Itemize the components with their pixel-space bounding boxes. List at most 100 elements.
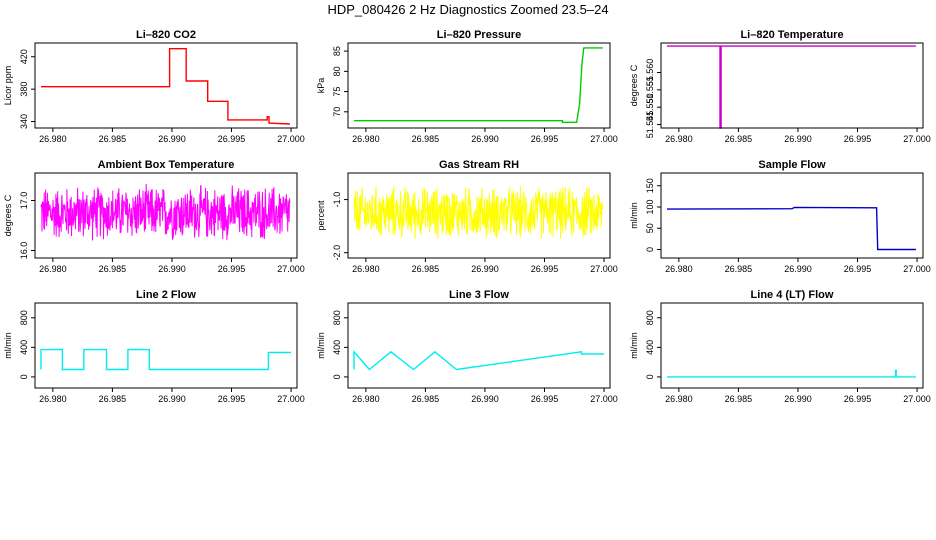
sample-flow-xtick-label: 26.980 bbox=[665, 264, 693, 274]
li820-temperature-ylabel: degrees C bbox=[629, 64, 639, 106]
ambient-box-temperature-title: Ambient Box Temperature bbox=[98, 159, 235, 171]
li820-temperature-xtick-label: 26.995 bbox=[844, 134, 872, 144]
li820-co2-xtick-label: 26.995 bbox=[218, 134, 246, 144]
li820-co2-plot-frame bbox=[34, 42, 298, 129]
line-3-flow-ylabel: ml/min bbox=[316, 332, 326, 359]
line-2-flow-plot-frame bbox=[34, 302, 298, 389]
gas-stream-rh-plot-frame bbox=[347, 172, 611, 259]
li820-pressure-xtick-label: 26.980 bbox=[352, 134, 380, 144]
sample-flow-xtick-label: 26.985 bbox=[725, 264, 753, 274]
gas-stream-rh-series-line bbox=[353, 185, 604, 240]
sample-flow-ytick-label: 50 bbox=[645, 223, 655, 233]
ambient-box-temperature-ylabel: degrees C bbox=[3, 194, 13, 236]
li820-pressure-xtick-label: 26.995 bbox=[531, 134, 559, 144]
li820-co2-title: Li–820 CO2 bbox=[136, 29, 196, 41]
line-3-flow-series-line bbox=[353, 349, 604, 371]
ambient-box-temperature-plot-frame bbox=[34, 172, 298, 259]
sample-flow-ylabel: ml/min bbox=[629, 202, 639, 229]
gas-stream-rh-xtick-label: 26.990 bbox=[471, 264, 499, 274]
page-title: HDP_080426 2 Hz Diagnostics Zoomed 23.5–… bbox=[327, 2, 609, 17]
li820-pressure-xtick-label: 26.985 bbox=[412, 134, 440, 144]
gas-stream-rh-xtick-label: 27.000 bbox=[590, 264, 618, 274]
li820-co2-xtick-label: 26.990 bbox=[158, 134, 186, 144]
li820-co2-series-line bbox=[41, 48, 290, 125]
li820-co2-panel: Li–820 CO2 Licor ppm 26.980 26.985 26.990 26.… bbox=[3, 29, 305, 144]
line-3-flow-xtick-label: 26.995 bbox=[531, 394, 559, 404]
ambient-box-temperature-xtick-label: 27.000 bbox=[277, 264, 305, 274]
li820-temperature-panel: Li–820 Temperature degrees C 26.980 26.985 2… bbox=[629, 29, 931, 144]
gas-stream-rh-ylabel: percent bbox=[316, 200, 326, 231]
ambient-box-temperature-xtick-label: 26.990 bbox=[158, 264, 186, 274]
line-4-lt-flow-title: Line 4 (LT) Flow bbox=[751, 289, 834, 301]
line-2-flow-xtick-label: 27.000 bbox=[277, 394, 305, 404]
li820-temperature-ytick-label: 51.545 bbox=[645, 111, 655, 139]
line-4-lt-flow-ylabel: ml/min bbox=[629, 332, 639, 359]
sample-flow-panel: Sample Flow ml/min 26.980 26.985 26.990 26.99… bbox=[629, 159, 931, 274]
line-4-lt-flow-plot-frame bbox=[660, 302, 924, 389]
gas-stream-rh-title: Gas Stream RH bbox=[439, 159, 519, 171]
gas-stream-rh-ytick-label: -2.0 bbox=[332, 245, 342, 261]
line-2-flow-xtick-label: 26.990 bbox=[158, 394, 186, 404]
sample-flow-title: Sample Flow bbox=[758, 159, 826, 171]
line-4-lt-flow-ytick-label: 400 bbox=[645, 340, 655, 355]
line-2-flow-ytick-label: 800 bbox=[19, 310, 29, 325]
line-4-lt-flow-ytick-label: 800 bbox=[645, 310, 655, 325]
line-4-lt-flow-ytick-label: 0 bbox=[645, 374, 655, 379]
line-2-flow-xtick-label: 26.985 bbox=[99, 394, 127, 404]
line-3-flow-xtick-label: 26.990 bbox=[471, 394, 499, 404]
line-3-flow-title: Line 3 Flow bbox=[449, 289, 509, 301]
li820-pressure-ytick-label: 80 bbox=[332, 66, 342, 76]
li820-pressure-xtick-label: 27.000 bbox=[590, 134, 618, 144]
ambient-box-temperature-xtick-label: 26.980 bbox=[39, 264, 67, 274]
line-4-lt-flow-series-line bbox=[667, 369, 916, 378]
li820-pressure-ylabel: kPa bbox=[316, 78, 326, 94]
li820-temperature-series-line bbox=[667, 45, 916, 129]
line-3-flow-xtick-label: 26.980 bbox=[352, 394, 380, 404]
line-3-flow-ytick-label: 800 bbox=[332, 310, 342, 325]
li820-temperature-ytick-label: 51.550 bbox=[645, 93, 655, 121]
sample-flow-series-line bbox=[666, 206, 916, 251]
li820-co2-ytick-label: 420 bbox=[19, 49, 29, 64]
ambient-box-temperature-panel: Ambient Box Temperature degrees C 26.980 26… bbox=[3, 159, 305, 274]
li820-temperature-ytick-label: 51.560 bbox=[645, 59, 655, 87]
li820-co2-ytick-label: 340 bbox=[19, 114, 29, 129]
line-3-flow-ytick-label: 400 bbox=[332, 340, 342, 355]
ambient-box-temperature-ytick-label: 16.0 bbox=[19, 242, 29, 260]
li820-co2-ylabel: Licor ppm bbox=[3, 66, 13, 106]
sample-flow-xtick-label: 26.995 bbox=[844, 264, 872, 274]
li820-pressure-plot-frame bbox=[347, 42, 611, 129]
li820-temperature-xtick-label: 26.980 bbox=[665, 134, 693, 144]
ambient-box-temperature-ytick-label: 17.0 bbox=[19, 192, 29, 210]
gas-stream-rh-xtick-label: 26.980 bbox=[352, 264, 380, 274]
sample-flow-plot-frame bbox=[660, 172, 924, 259]
sample-flow-xtick-label: 27.000 bbox=[903, 264, 931, 274]
li820-co2-xtick-label: 26.980 bbox=[39, 134, 67, 144]
line-2-flow-panel: Line 2 Flow ml/min 26.980 26.985 26.990 26.99… bbox=[3, 289, 305, 404]
sample-flow-xtick-label: 26.990 bbox=[784, 264, 812, 274]
line-2-flow-series-line bbox=[40, 348, 291, 371]
li820-pressure-ytick-label: 70 bbox=[332, 107, 342, 117]
sample-flow-ytick-label: 150 bbox=[645, 178, 655, 193]
line-4-lt-flow-xtick-label: 26.980 bbox=[665, 394, 693, 404]
li820-co2-xtick-label: 26.985 bbox=[99, 134, 127, 144]
line-3-flow-xtick-label: 27.000 bbox=[590, 394, 618, 404]
li820-temperature-xtick-label: 27.000 bbox=[903, 134, 931, 144]
gas-stream-rh-ytick-label: -1.0 bbox=[332, 192, 342, 208]
ambient-box-temperature-xtick-label: 26.995 bbox=[218, 264, 246, 274]
line-3-flow-panel: Line 3 Flow ml/min 26.980 26.985 26.990 26.99… bbox=[316, 289, 618, 404]
gas-stream-rh-panel: Gas Stream RH percent 26.980 26.985 26.990 26… bbox=[316, 159, 618, 274]
line-4-lt-flow-panel: Line 4 (LT) Flow ml/min 26.980 26.985 26.990… bbox=[629, 289, 931, 404]
line-2-flow-ytick-label: 400 bbox=[19, 340, 29, 355]
line-2-flow-xtick-label: 26.980 bbox=[39, 394, 67, 404]
line-3-flow-xtick-label: 26.985 bbox=[412, 394, 440, 404]
li820-temperature-ytick-label: 51.555 bbox=[645, 76, 655, 104]
li820-temperature-xtick-label: 26.990 bbox=[784, 134, 812, 144]
li820-pressure-title: Li–820 Pressure bbox=[437, 29, 521, 41]
li820-pressure-panel: Li–820 Pressure kPa 26.980 26.985 26.990 26.9… bbox=[316, 29, 618, 144]
line-2-flow-ytick-label: 0 bbox=[19, 374, 29, 379]
gas-stream-rh-xtick-label: 26.985 bbox=[412, 264, 440, 274]
line-3-flow-ytick-label: 0 bbox=[332, 374, 342, 379]
line-4-lt-flow-xtick-label: 26.985 bbox=[725, 394, 753, 404]
gas-stream-rh-xtick-label: 26.995 bbox=[531, 264, 559, 274]
